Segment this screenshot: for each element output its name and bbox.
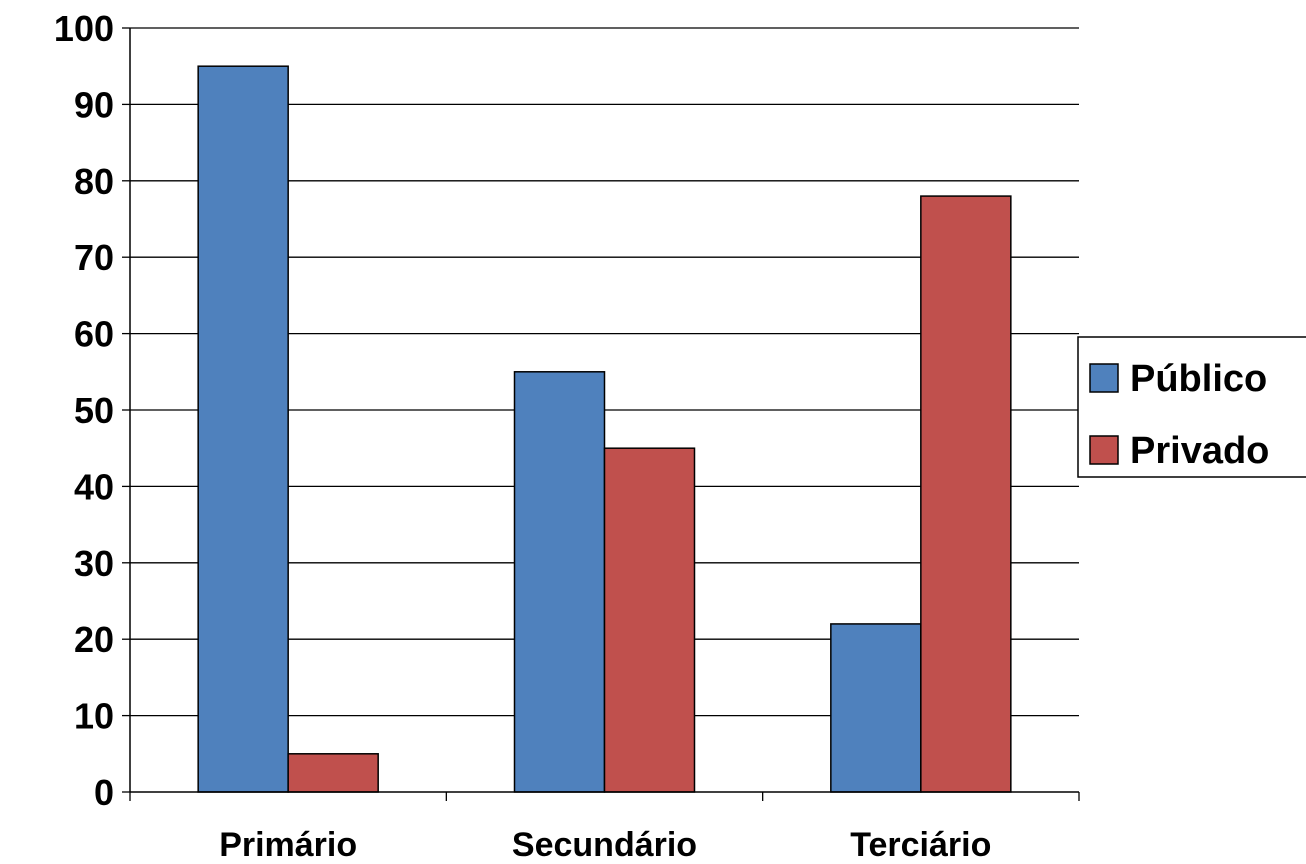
y-tick-label: 70 xyxy=(74,237,114,278)
legend-swatch-privado xyxy=(1089,435,1119,465)
x-tick-label: Primário xyxy=(219,826,357,864)
y-tick-label: 30 xyxy=(74,543,114,584)
y-tick-label: 10 xyxy=(74,696,114,737)
x-tick-label: Secundário xyxy=(512,826,697,864)
legend-swatch-público xyxy=(1089,363,1119,393)
x-tick-labels: Primário Secundário Terciário xyxy=(219,826,991,864)
y-tick-labels: 0 10 20 30 40 50 60 70 80 90 100 xyxy=(54,8,114,813)
y-tick-label: 20 xyxy=(74,619,114,660)
y-tick-label: 60 xyxy=(74,314,114,355)
legend: Público Privado xyxy=(1077,336,1306,478)
y-tick-label: 50 xyxy=(74,390,114,431)
y-tick-label: 100 xyxy=(54,8,114,49)
bar-privado-1 xyxy=(603,447,696,793)
bar-privado-2 xyxy=(920,195,1012,793)
bar-público-0 xyxy=(197,65,289,793)
y-tick-label: 90 xyxy=(74,84,114,125)
bar-público-1 xyxy=(513,371,606,793)
legend-label-privado: Privado xyxy=(1130,430,1269,472)
legend-label-público: Público xyxy=(1130,358,1267,400)
bar-privado-0 xyxy=(287,753,379,793)
legend-box xyxy=(1077,336,1306,478)
axes xyxy=(122,27,1080,801)
y-tick-label: 40 xyxy=(74,466,114,507)
y-tick-label: 80 xyxy=(74,161,114,202)
bars xyxy=(197,65,1012,793)
bar-público-2 xyxy=(830,623,922,793)
y-tick-label: 0 xyxy=(94,772,114,813)
x-tick-label: Terciário xyxy=(850,826,991,864)
